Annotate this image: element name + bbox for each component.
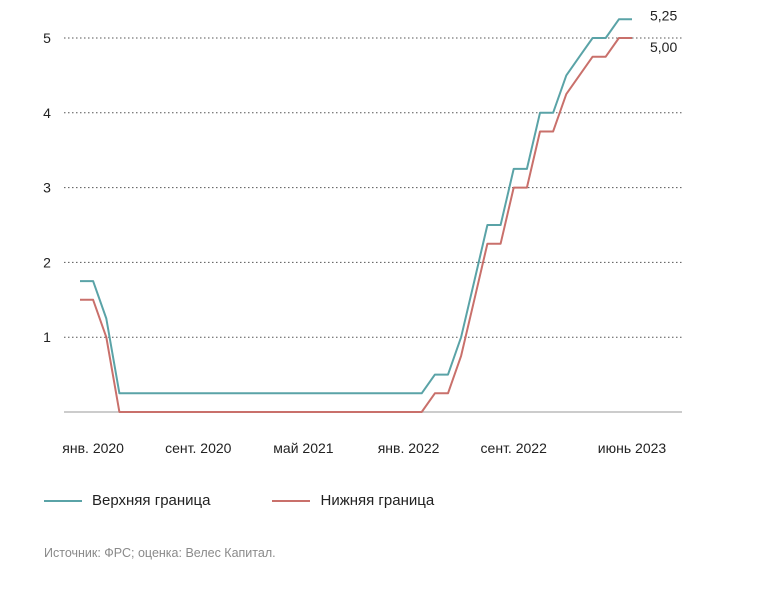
series-line-1 <box>80 37 632 413</box>
y-tick-label-5: 5 <box>43 30 51 46</box>
x-tick-label-0: янв. 2020 <box>62 440 124 456</box>
y-tick-label-4: 4 <box>43 105 51 121</box>
series-end-label-0: 5,25 <box>650 7 677 23</box>
x-tick-label-5: июнь 2023 <box>598 440 667 456</box>
y-axis-tick-labels: 1 2 3 4 5 <box>43 30 51 345</box>
legend-label-lower: Нижняя граница <box>320 492 435 509</box>
y-tick-label-3: 3 <box>43 180 51 196</box>
legend-item-lower: Нижняя граница <box>272 492 434 509</box>
x-tick-label-3: янв. 2022 <box>378 440 440 456</box>
series-line-0 <box>80 18 632 395</box>
series-end-labels: 5,25 5,00 <box>650 7 677 55</box>
legend: Верхняя граница Нижняя граница <box>44 492 434 509</box>
y-tick-label-2: 2 <box>43 254 51 270</box>
series-lines <box>80 18 632 413</box>
x-tick-label-2: май 2021 <box>273 440 333 456</box>
legend-swatch-upper <box>44 499 82 502</box>
series-end-label-1: 5,00 <box>650 39 677 55</box>
legend-item-upper: Верхняя граница <box>44 492 210 509</box>
legend-label-upper: Верхняя граница <box>92 492 211 509</box>
y-tick-label-1: 1 <box>43 329 51 345</box>
source-note: Источник: ФРС; оценка: Велес Капитал. <box>44 546 276 560</box>
grid-lines <box>64 37 682 338</box>
x-axis-tick-labels: янв. 2020 сент. 2020 май 2021 янв. 2022 сент… <box>62 440 666 456</box>
x-tick-label-1: сент. 2020 <box>165 440 232 456</box>
legend-swatch-lower <box>272 499 311 502</box>
x-tick-label-4: сент. 2022 <box>481 440 548 456</box>
